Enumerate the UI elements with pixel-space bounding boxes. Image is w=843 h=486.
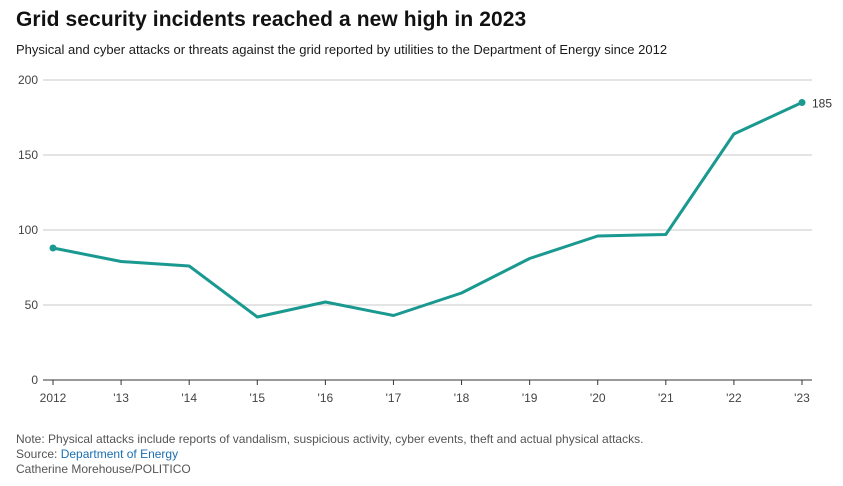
credit-text: Catherine Morehouse/POLITICO (16, 462, 191, 476)
y-tick-label: 200 (18, 73, 38, 87)
start-point (49, 244, 57, 252)
chart-footer: Note: Physical attacks include reports o… (16, 432, 643, 477)
x-tick-label: '15 (249, 391, 265, 405)
chart-subtitle: Physical and cyber attacks or threats ag… (16, 42, 668, 57)
series-line (51, 101, 804, 319)
x-tick-label: '20 (590, 391, 606, 405)
x-tick-label: '23 (794, 391, 810, 405)
y-tick-label: 100 (18, 223, 38, 237)
note-text: Note: Physical attacks include reports o… (16, 432, 644, 446)
y-tick-label: 0 (31, 373, 38, 387)
x-tick-label: '18 (454, 391, 470, 405)
x-tick-label: '17 (386, 391, 402, 405)
x-tick-label: '19 (522, 391, 538, 405)
source-prefix: Source: (16, 447, 61, 461)
x-tick-label: '13 (113, 391, 129, 405)
end-point (798, 99, 806, 106)
value-annotation: 185 (812, 97, 832, 111)
x-tick-label: '14 (181, 391, 197, 405)
x-tick-label: 2012 (40, 391, 67, 405)
x-tick-label: '22 (726, 391, 742, 405)
y-tick-label: 150 (18, 148, 38, 162)
y-tick-label: 50 (25, 298, 39, 312)
chart-title: Grid security incidents reached a new hi… (16, 8, 527, 31)
source-link[interactable]: Department of Energy (60, 447, 179, 461)
x-tick-label: '16 (318, 391, 334, 405)
line-chart: 0 50 100 150 200 2012 '13 '14 '15 '16 '17 '18 '19 '20… (18, 73, 832, 405)
x-tick-label: '21 (658, 391, 674, 405)
source-line: Source: Department of Energy (16, 447, 643, 462)
